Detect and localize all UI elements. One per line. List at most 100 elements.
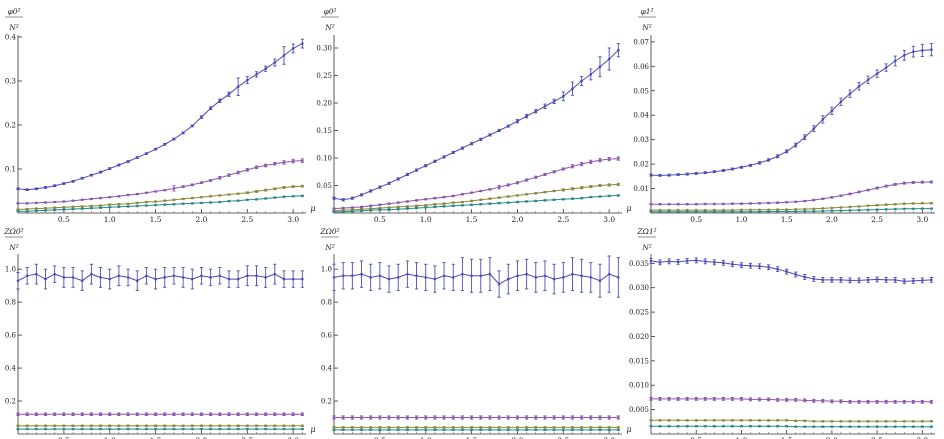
data-point	[571, 197, 574, 200]
y-axis-label-numerator: ZΩ1²	[636, 227, 656, 236]
data-point	[884, 66, 888, 69]
data-point	[543, 274, 547, 278]
data-point	[676, 397, 680, 401]
data-point	[767, 398, 770, 401]
y-tick-label: 0.8	[5, 299, 16, 307]
y-tick-label: 0.2	[5, 398, 16, 406]
data-point	[506, 195, 510, 198]
data-point	[80, 424, 84, 428]
data-point	[713, 202, 716, 206]
data-point	[181, 412, 185, 416]
data-point	[488, 428, 492, 432]
data-point	[839, 425, 843, 428]
data-point	[451, 428, 455, 432]
data-point	[255, 412, 258, 416]
data-point	[506, 277, 510, 281]
data-point	[442, 155, 446, 159]
data-point	[80, 279, 84, 283]
data-point	[424, 204, 428, 207]
data-point	[291, 159, 295, 163]
data-point	[767, 210, 770, 213]
data-point	[598, 426, 602, 429]
data-point	[255, 198, 258, 201]
data-point	[44, 186, 47, 189]
data-point	[117, 427, 121, 431]
data-point	[108, 424, 112, 428]
data-point	[273, 196, 277, 199]
data-point	[181, 185, 185, 188]
data-point	[200, 195, 203, 199]
data-point	[135, 427, 139, 431]
data-point	[667, 210, 671, 214]
data-point	[607, 272, 611, 276]
data-point	[516, 194, 519, 197]
series-line	[17, 273, 303, 282]
data-point	[163, 412, 167, 416]
data-point	[516, 200, 519, 204]
data-point	[803, 199, 807, 203]
data-point	[255, 424, 258, 428]
y-tick-label: 0.1	[5, 166, 16, 174]
data-point	[839, 420, 843, 423]
data-point	[470, 274, 473, 278]
data-point	[378, 416, 382, 419]
data-point	[218, 200, 222, 204]
data-point	[848, 192, 852, 196]
data-point	[884, 400, 888, 404]
data-point	[598, 65, 602, 68]
data-point	[497, 428, 501, 432]
data-point	[172, 187, 176, 190]
data-point	[172, 412, 176, 416]
data-point	[200, 427, 203, 431]
data-point	[433, 196, 437, 200]
data-point	[488, 188, 492, 191]
data-point	[99, 412, 102, 416]
data-point	[839, 209, 843, 212]
data-point	[218, 427, 222, 431]
data-point	[53, 206, 56, 210]
data-point	[35, 427, 38, 431]
data-point	[218, 99, 222, 103]
data-point	[200, 181, 203, 184]
data-point	[378, 203, 382, 207]
x-tick-label: 3.0	[287, 215, 299, 224]
data-point	[713, 419, 716, 422]
data-point	[25, 207, 29, 211]
data-point	[90, 412, 93, 416]
data-point	[598, 416, 602, 419]
data-point	[884, 420, 888, 423]
data-point	[424, 197, 428, 201]
y-tick-label: 0.15	[316, 127, 332, 135]
y-tick-label: 0.6	[5, 332, 17, 340]
data-point	[685, 172, 689, 176]
data-point	[181, 131, 185, 135]
y-axis-label-numerator: φ0²	[7, 7, 20, 16]
data-point	[740, 165, 743, 169]
data-point	[740, 419, 743, 422]
data-point	[209, 194, 212, 198]
data-point	[676, 424, 680, 428]
data-point	[245, 274, 249, 278]
data-point	[617, 48, 620, 52]
data-point	[80, 176, 84, 180]
data-point	[154, 200, 157, 203]
data-point	[543, 428, 547, 432]
data-point	[181, 197, 185, 201]
data-point	[301, 424, 304, 428]
y-tick-label: 0.2	[5, 122, 16, 130]
x-tick-label: 2.5	[871, 215, 883, 224]
data-point	[16, 279, 20, 283]
data-point	[71, 205, 75, 209]
data-point	[803, 275, 807, 279]
data-point	[875, 420, 879, 423]
data-point	[80, 207, 84, 210]
data-point	[875, 400, 879, 404]
data-point	[488, 197, 492, 200]
data-point	[722, 210, 725, 214]
data-point	[561, 188, 565, 192]
data-point	[930, 48, 933, 52]
data-point	[767, 201, 770, 205]
data-point	[190, 202, 194, 205]
data-point	[740, 397, 743, 401]
data-point	[930, 278, 933, 282]
